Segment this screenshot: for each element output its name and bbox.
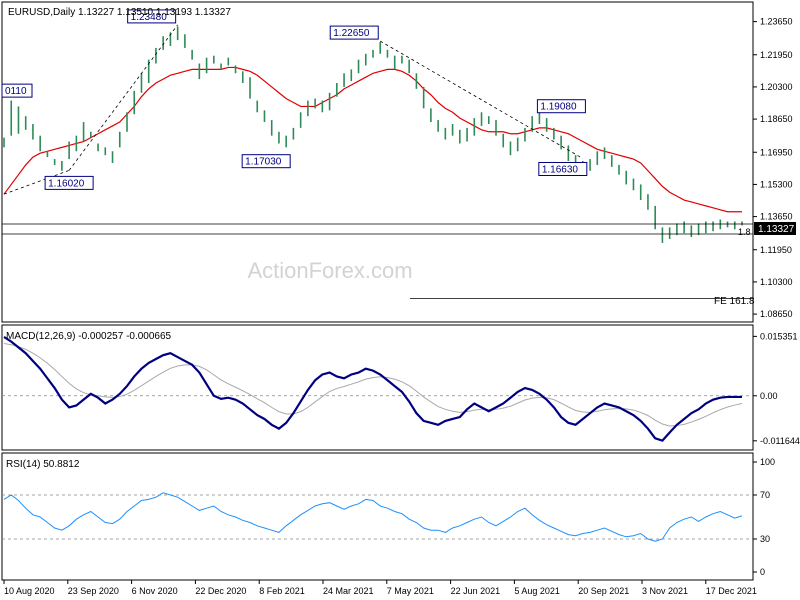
macd-tick-label: -0.011644 (760, 436, 800, 446)
x-tick-label: 3 Nov 2021 (642, 586, 688, 596)
rsi-title: RSI(14) 50.8812 (6, 459, 80, 470)
pivot-label-box (536, 99, 586, 114)
price-tick-label: 1.18650 (760, 114, 793, 124)
x-tick-label: 23 Sep 2020 (68, 586, 119, 596)
pivot-label-box (241, 154, 291, 169)
price-tick-label: 1.15300 (760, 179, 793, 189)
pivot-label-box (44, 175, 94, 190)
x-tick-label: 5 Aug 2021 (514, 586, 560, 596)
macd-lines (2, 336, 753, 442)
x-tick-label: 7 May 2021 (387, 586, 434, 596)
pivot-label: 1.16630 (542, 164, 579, 175)
current-price-label: 1.13327 (758, 224, 795, 235)
macd-axis-ticks: 0.015351 0.00 -0.011644 (753, 331, 800, 446)
price-chart-title: EURUSD,Daily 1.13227 1.13510 1.13193 1.1… (8, 7, 231, 18)
pivot-label: 1.22650 (333, 28, 370, 39)
price-panel-frame (1, 1, 754, 323)
x-tick-label: 20 Sep 2021 (578, 586, 629, 596)
pivot-label-box (1, 83, 33, 98)
rsi-line (3, 492, 743, 542)
macd-line (3, 336, 742, 442)
watermark: ActionForex.com (247, 258, 412, 283)
price-lines (2, 24, 753, 299)
pivot-label-box (127, 9, 177, 24)
price-tick-label: 1.16950 (760, 147, 793, 157)
pivot-label: 1.23480 (131, 12, 168, 23)
x-tick-label: 8 Feb 2021 (259, 586, 305, 596)
pivot-label-box (329, 25, 379, 40)
x-axis-labels: 10 Aug 2020 23 Sep 2020 6 Nov 2020 22 Dec 2… (3, 580, 757, 596)
price-tick-label: 1.13650 (760, 212, 793, 222)
current-price-badge (754, 222, 796, 235)
pivot-label: 1.16020 (48, 178, 85, 189)
pivot-label: 0110 (5, 86, 27, 97)
price-tick-label: 1.08650 (760, 309, 793, 319)
x-tick-label: 17 Dec 2021 (706, 586, 757, 596)
rsi-tick-label: 0 (760, 567, 765, 577)
rsi-axis-ticks: 100 70 30 0 (753, 457, 775, 577)
macd-title: MACD(12,26,9) -0.000257 -0.000665 (6, 331, 172, 342)
macd-tick-label: 0.00 (760, 391, 778, 401)
x-tick-label: 22 Dec 2020 (195, 586, 246, 596)
pivot-label: 1.17030 (245, 157, 282, 168)
price-tick-label: 1.21950 (760, 50, 793, 60)
macd-panel-frame (1, 324, 754, 451)
price-axis-ticks: 1.23650 1.21950 1.20300 1.18650 1.16950 1.153… (753, 17, 793, 319)
rsi-tick-label: 30 (760, 534, 770, 544)
pivot-label: 1.19080 (540, 102, 577, 113)
x-tick-label: 24 Mar 2021 (323, 586, 374, 596)
pivot-label-box (538, 161, 588, 176)
x-tick-label: 10 Aug 2020 (4, 586, 55, 596)
price-annotations: 1.23480 1.22650 1.19080 1.16630 1.17030 1.160… (1, 9, 588, 190)
rsi-tick-label: 100 (760, 457, 775, 467)
price-tick-label: 1.20300 (760, 82, 793, 92)
rsi-tick-label: 70 (760, 490, 770, 500)
rsi-panel-frame (1, 452, 754, 581)
side-label: 1.8 (738, 227, 751, 237)
price-tick-label: 1.11950 (760, 245, 792, 255)
price-tick-label: 1.23650 (760, 17, 793, 27)
rsi-lines (2, 492, 753, 542)
x-tick-label: 6 Nov 2020 (132, 586, 178, 596)
trendline-up (68, 24, 178, 171)
price-tick-label: 1.10300 (760, 277, 793, 287)
macd-tick-label: 0.015351 (760, 331, 798, 341)
fe-label: FE 161.8 (714, 296, 755, 307)
x-tick-label: 22 Jun 2021 (451, 586, 501, 596)
